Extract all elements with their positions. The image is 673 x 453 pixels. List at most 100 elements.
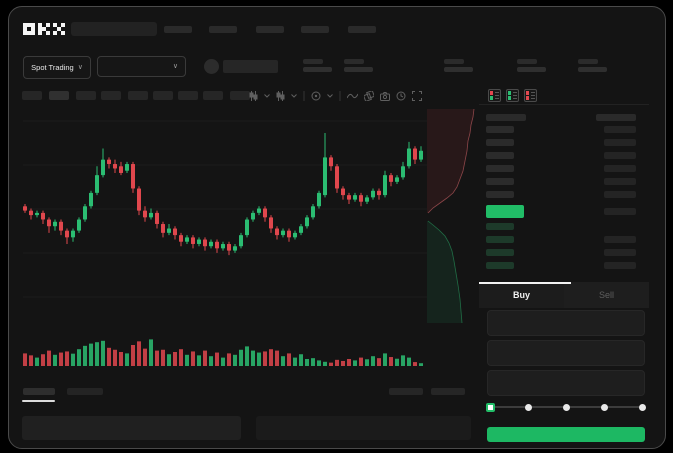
- timeframe-button-6[interactable]: [153, 91, 173, 100]
- ask-price-bar-4: [486, 165, 514, 172]
- bid-amount-bar-4: [604, 262, 636, 269]
- tab-buy[interactable]: Buy: [479, 282, 564, 308]
- orders-table-placeholder-1: [22, 416, 241, 440]
- orderbook-view-switcher: [488, 89, 648, 102]
- ask-amount-bar-6: [604, 191, 636, 198]
- ticker-stat-label-4: [517, 59, 537, 64]
- nav-item-2[interactable]: [209, 26, 237, 33]
- last-price-highlight[interactable]: [486, 205, 524, 218]
- tab-sell[interactable]: Sell: [564, 282, 649, 308]
- nav-item-5[interactable]: [348, 26, 376, 33]
- timeframe-button-7[interactable]: [178, 91, 198, 100]
- pair-name-placeholder: [223, 60, 278, 73]
- divider: [303, 90, 305, 102]
- timeframe-button-5[interactable]: [128, 91, 148, 100]
- slider-stop-100[interactable]: [638, 403, 646, 411]
- ticker-stat-label-1: [303, 59, 323, 64]
- trade-panel: Buy Sell: [479, 282, 649, 448]
- book-bids-icon[interactable]: [506, 89, 519, 102]
- bid-price-bar-1: [486, 223, 514, 230]
- chevron-down-icon: ∨: [172, 63, 178, 70]
- candlestick-chart[interactable]: [23, 111, 427, 335]
- ask-amount-bar-1: [604, 126, 636, 133]
- pair-selector[interactable]: ∨: [97, 56, 186, 77]
- amount-input[interactable]: [487, 340, 645, 366]
- compare-layers-icon[interactable]: [364, 91, 374, 101]
- timeframe-button-2[interactable]: [49, 91, 69, 100]
- book-asks-icon[interactable]: [524, 89, 537, 102]
- orderbook-header-amount: [596, 114, 636, 121]
- trade-tabs: Buy Sell: [479, 282, 649, 308]
- market-type-selector[interactable]: Spot Trading ∨: [23, 56, 91, 79]
- okx-logo[interactable]: [23, 23, 65, 36]
- timeframe-buttons: [9, 85, 250, 107]
- buy-tab-label: Buy: [512, 290, 530, 300]
- buy-submit-button[interactable]: [487, 427, 645, 442]
- ask-price-bar-6: [486, 191, 514, 198]
- ask-amount-bar-4: [604, 165, 636, 172]
- chevron-down-icon[interactable]: [291, 94, 297, 98]
- bid-amount-bar-2: [604, 236, 636, 243]
- chevron-down-icon[interactable]: [327, 94, 333, 98]
- timeframe-button-9[interactable]: [230, 91, 250, 100]
- nav-item-4[interactable]: [301, 26, 329, 33]
- orderbook-rows: [479, 105, 649, 283]
- chevron-down-icon[interactable]: [264, 94, 270, 98]
- timeframe-button-3[interactable]: [76, 91, 96, 100]
- last-price-amount-bar: [604, 208, 636, 215]
- nav-item-3[interactable]: [256, 26, 284, 33]
- chart-type-icon[interactable]: [311, 91, 321, 101]
- candles-icon[interactable]: [249, 91, 258, 101]
- bid-price-bar-2: [486, 236, 514, 243]
- ticker-stat-value-5: [578, 67, 607, 72]
- bid-price-bar-3: [486, 249, 514, 256]
- camera-icon[interactable]: [380, 91, 390, 101]
- percent-slider[interactable]: [479, 400, 649, 414]
- timeframe-button-8[interactable]: [203, 91, 223, 100]
- slider-stop-75[interactable]: [600, 403, 608, 411]
- ticker-stat-value-1: [303, 67, 332, 72]
- chevron-down-icon: ∨: [77, 64, 83, 71]
- chart-tool-icons: [249, 85, 469, 107]
- ask-amount-bar-3: [604, 152, 636, 159]
- nav-item-1[interactable]: [164, 26, 192, 33]
- orderbook-header-price: [486, 114, 526, 121]
- ask-amount-bar-2: [604, 139, 636, 146]
- orders-tab-1[interactable]: [23, 388, 55, 395]
- book-both-icon[interactable]: [488, 89, 501, 102]
- orderbook-panel: [479, 104, 649, 283]
- divider: [339, 90, 341, 102]
- buy-tab-indicator: [479, 282, 571, 284]
- sell-tab-label: Sell: [598, 290, 614, 300]
- ticker-stats: [9, 53, 665, 85]
- ask-price-bar-1: [486, 126, 514, 133]
- orders-filter-button-2[interactable]: [431, 388, 465, 395]
- price-input[interactable]: [487, 310, 645, 336]
- timeframe-button-1[interactable]: [22, 91, 42, 100]
- ticker-stat-value-2: [344, 67, 373, 72]
- orders-filter-button-1[interactable]: [389, 388, 423, 395]
- ticker-stat-value-3: [444, 67, 473, 72]
- slider-stop-50[interactable]: [562, 403, 570, 411]
- depth-chart[interactable]: [427, 109, 479, 325]
- ticker-stat-label-3: [444, 59, 464, 64]
- alert-clock-icon[interactable]: [396, 91, 406, 101]
- bid-amount-bar-3: [604, 249, 636, 256]
- fullscreen-icon[interactable]: [412, 91, 422, 101]
- orders-tab-2[interactable]: [67, 388, 103, 395]
- slider-handle[interactable]: [485, 402, 495, 412]
- nav-menu: [9, 7, 665, 47]
- ask-amount-bar-5: [604, 178, 636, 185]
- indicator-wave-icon[interactable]: [347, 92, 358, 100]
- ticker-stat-label-5: [578, 59, 598, 64]
- timeframe-button-4[interactable]: [101, 91, 121, 100]
- ask-price-bar-5: [486, 178, 514, 185]
- search-input[interactable]: [71, 22, 157, 36]
- market-type-label: Spot Trading: [31, 63, 74, 72]
- orders-section: [9, 380, 479, 448]
- orders-active-tab-underline: [22, 400, 55, 402]
- candles-icon[interactable]: [276, 91, 285, 101]
- slider-stop-25[interactable]: [524, 403, 532, 411]
- ticker-stat-label-2: [344, 59, 364, 64]
- total-input[interactable]: [487, 370, 645, 396]
